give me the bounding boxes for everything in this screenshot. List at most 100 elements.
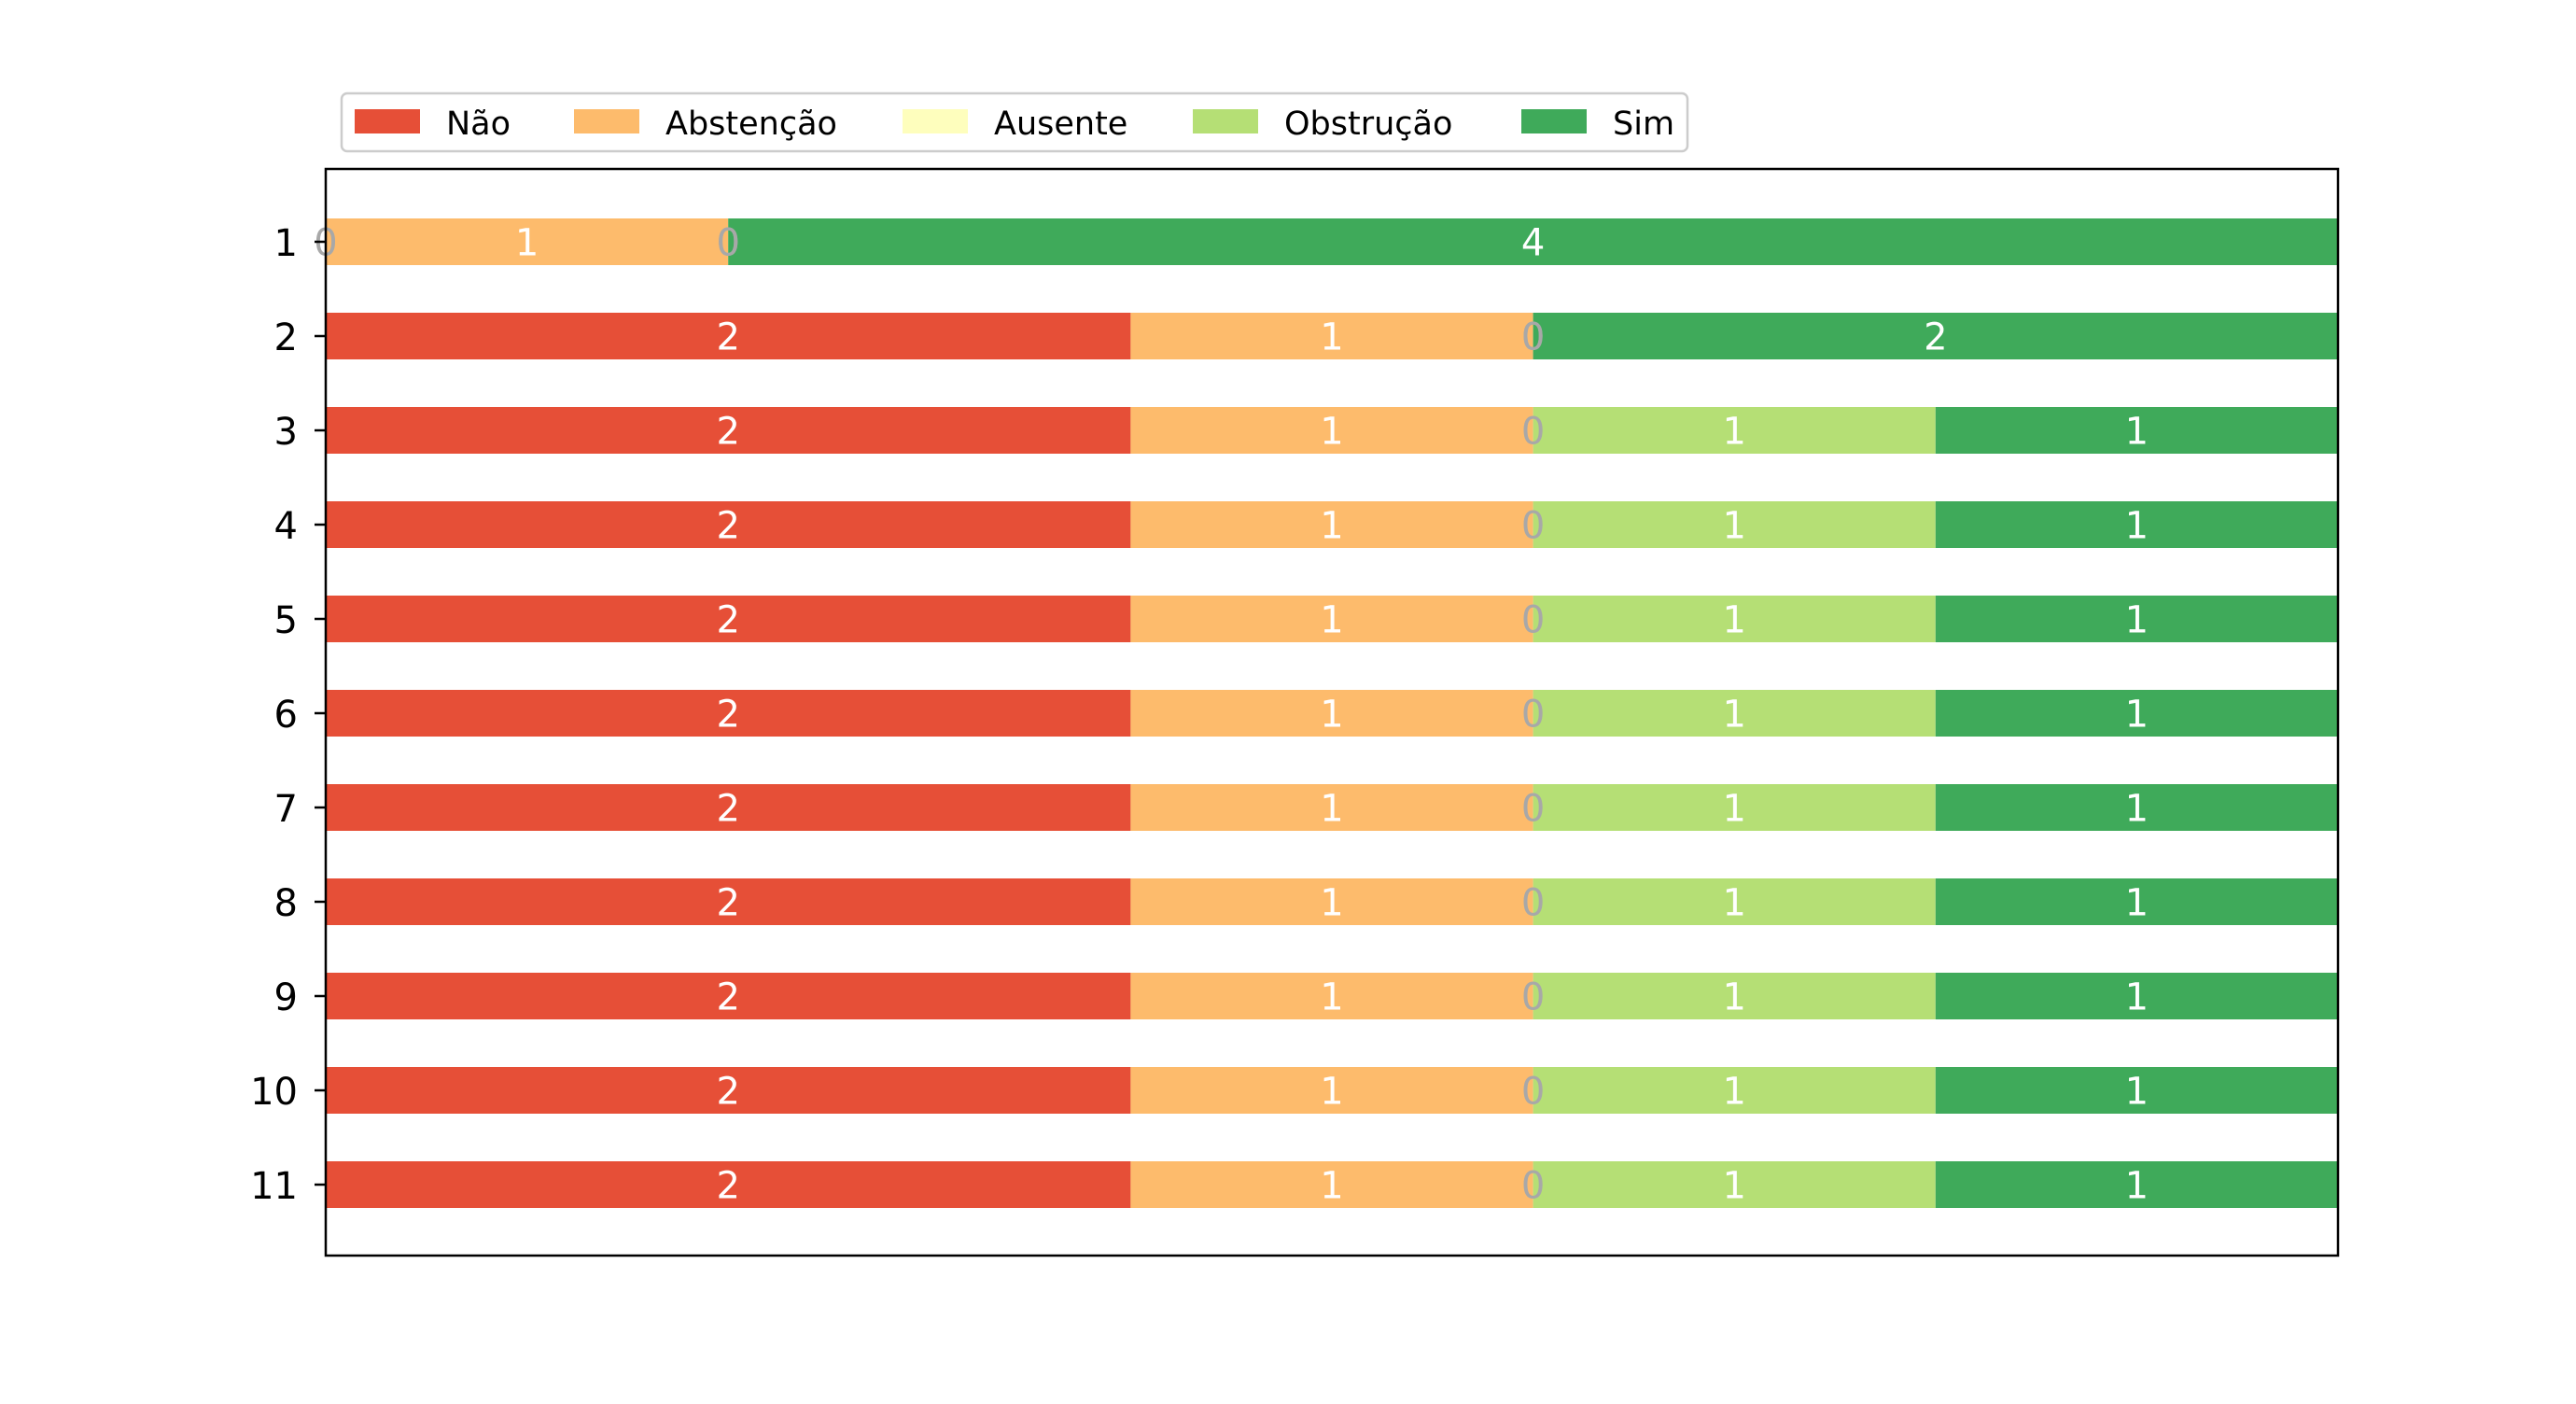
bar-value-label: 1 — [1320, 410, 1343, 453]
legend-label: Sim — [1613, 105, 1674, 143]
bar-segment-5-4 — [1533, 596, 1936, 642]
bar-segment-5-1 — [326, 596, 1131, 642]
bar-value-label: 1 — [2125, 1070, 2149, 1113]
bar-segment-3-5 — [1935, 407, 2338, 454]
bar-value-label: 0 — [1521, 976, 1545, 1018]
bar-value-label: 1 — [1320, 693, 1343, 736]
bar-segment-2-5 — [1533, 313, 2338, 359]
y-tick-label: 5 — [274, 599, 298, 642]
bar-segment-3-4 — [1533, 407, 1936, 454]
bar-value-label: 1 — [2125, 504, 2149, 547]
bar-segment-9-4 — [1533, 973, 1936, 1019]
bar-segment-4-4 — [1533, 501, 1936, 548]
bar-segment-9-1 — [326, 973, 1131, 1019]
bar-segment-6-5 — [1935, 690, 2338, 737]
bar-value-label: 0 — [1521, 1070, 1545, 1113]
legend-frame — [340, 91, 1689, 153]
bar-value-label: 2 — [716, 316, 739, 358]
bar-segment-4-1 — [326, 501, 1131, 548]
bar-segment-6-4 — [1533, 690, 1936, 737]
bar-segment-10-4 — [1533, 1067, 1936, 1114]
bar-value-label: 0 — [1521, 598, 1545, 641]
bar-segment-8-2 — [1130, 878, 1533, 925]
bar-value-label: 2 — [716, 693, 739, 736]
legend: Não Abstenção Ausente Obstrução Sim — [340, 91, 1689, 153]
bar-value-label: 2 — [716, 1164, 739, 1207]
bar-value-label: 1 — [1320, 976, 1343, 1018]
bar-segment-6-1 — [326, 690, 1131, 737]
legend-label: Abstenção — [665, 105, 837, 143]
bar-value-label: 1 — [515, 221, 539, 264]
legend-swatch — [903, 109, 968, 133]
bar-value-label: 0 — [1521, 787, 1545, 830]
bar-value-label: 2 — [716, 504, 739, 547]
bar-segment-11-2 — [1130, 1161, 1533, 1208]
bar-segment-9-5 — [1935, 973, 2338, 1019]
legend-swatch — [1193, 109, 1258, 133]
bar-value-label: 2 — [1924, 316, 1947, 358]
plot-frame — [324, 167, 2340, 1257]
y-tick-label: 6 — [274, 694, 298, 737]
bar-value-label: 0 — [1521, 1164, 1545, 1207]
bar-value-label: 1 — [2125, 410, 2149, 453]
bar-segment-10-5 — [1935, 1067, 2338, 1114]
bar-value-label: 0 — [1521, 693, 1545, 736]
bar-segment-6-2 — [1130, 690, 1533, 737]
y-tick-label: 7 — [274, 788, 298, 831]
y-tick-label: 8 — [274, 882, 298, 925]
bar-segment-5-5 — [1935, 596, 2338, 642]
bar-segment-1-5 — [728, 218, 2339, 265]
bar-value-label: 2 — [716, 787, 739, 830]
bar-value-label: 1 — [1722, 410, 1745, 453]
bar-value-label: 4 — [1521, 221, 1545, 264]
bar-value-label: 1 — [1320, 316, 1343, 358]
bar-segment-4-2 — [1130, 501, 1533, 548]
bar-segment-11-1 — [326, 1161, 1131, 1208]
y-tick-label: 3 — [274, 411, 298, 454]
y-tick-label: 9 — [274, 976, 298, 1019]
y-tick-label: 4 — [274, 505, 298, 548]
legend-label: Obstrução — [1284, 105, 1452, 143]
legend-label: Ausente — [994, 105, 1127, 143]
bar-segment-1-2 — [326, 218, 729, 265]
bar-value-label: 2 — [716, 410, 739, 453]
bar-segment-8-1 — [326, 878, 1131, 925]
bar-value-label: 1 — [1722, 976, 1745, 1018]
bar-segment-9-2 — [1130, 973, 1533, 1019]
legend-swatch — [355, 109, 420, 133]
bar-segment-3-2 — [1130, 407, 1533, 454]
bar-value-label: 0 — [1521, 316, 1545, 358]
bar-value-label: 1 — [1320, 881, 1343, 924]
bar-value-label: 1 — [1722, 504, 1745, 547]
bar-value-label: 1 — [1722, 693, 1745, 736]
bar-segment-11-4 — [1533, 1161, 1936, 1208]
bar-value-label: 2 — [716, 881, 739, 924]
bar-segment-7-2 — [1130, 784, 1533, 831]
bar-value-label: 1 — [1722, 881, 1745, 924]
bar-segment-7-1 — [326, 784, 1131, 831]
bar-segment-10-1 — [326, 1067, 1131, 1114]
bar-value-label: 1 — [2125, 976, 2149, 1018]
bar-segment-4-5 — [1935, 501, 2338, 548]
bars — [326, 218, 2339, 1208]
bar-segment-2-2 — [1130, 313, 1533, 359]
bar-value-label: 1 — [1320, 1164, 1343, 1207]
bar-segment-5-2 — [1130, 596, 1533, 642]
bar-value-label: 2 — [716, 976, 739, 1018]
bar-value-label: 1 — [1320, 598, 1343, 641]
bar-value-label: 0 — [1521, 881, 1545, 924]
bar-segment-11-5 — [1935, 1161, 2338, 1208]
bar-value-label: 1 — [1722, 1070, 1745, 1113]
bar-value-label: 1 — [1722, 787, 1745, 830]
bar-value-label: 1 — [1722, 1164, 1745, 1207]
bar-segment-10-2 — [1130, 1067, 1533, 1114]
bar-value-label: 2 — [716, 598, 739, 641]
bar-value-label: 1 — [2125, 787, 2149, 830]
bar-value-label: 0 — [1521, 504, 1545, 547]
bar-value-label: 0 — [1521, 316, 1545, 358]
y-tick-label: 10 — [250, 1071, 298, 1114]
bar-value-label: 2 — [716, 1070, 739, 1113]
bar-value-label: 0 — [1521, 410, 1545, 453]
y-tick-label: 11 — [250, 1165, 298, 1208]
